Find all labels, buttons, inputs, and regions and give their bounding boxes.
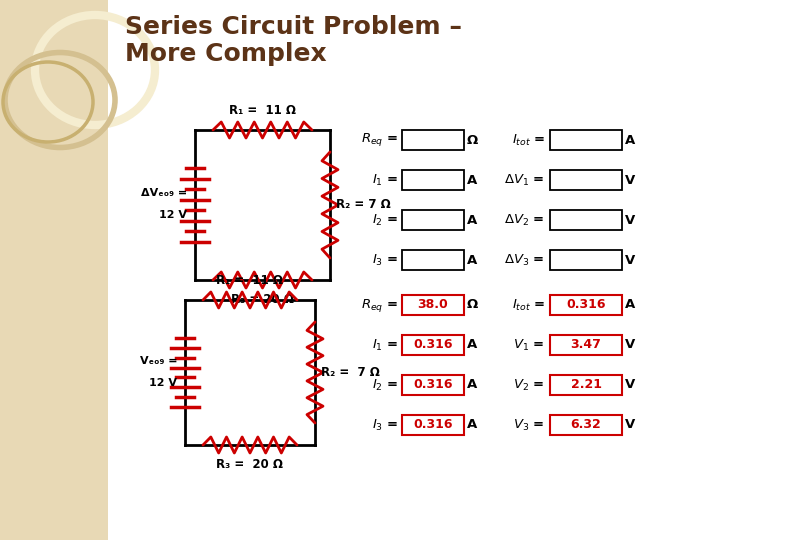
Text: 0.316: 0.316 [413,418,453,431]
Text: R₃ = 20 Ω: R₃ = 20 Ω [231,293,294,306]
Text: A: A [625,299,635,312]
Bar [402,170,464,190]
Text: 3.47: 3.47 [570,339,602,352]
Text: A: A [467,339,477,352]
Text: 0.316: 0.316 [413,379,453,392]
Text: 12 V: 12 V [159,210,187,220]
Bar [550,415,622,435]
Text: $I_1$ =: $I_1$ = [372,338,398,353]
Bar [550,250,622,270]
Text: $\Delta V_2$ =: $\Delta V_2$ = [505,212,545,227]
Bar [402,250,464,270]
Bar [550,210,622,230]
Text: $I_3$ =: $I_3$ = [372,252,398,267]
Text: Series Circuit Problem –: Series Circuit Problem – [125,15,462,39]
Bar [402,295,464,315]
Text: $I_2$ =: $I_2$ = [372,212,398,227]
Text: $\Delta V_3$ =: $\Delta V_3$ = [505,252,545,267]
Text: 0.316: 0.316 [413,339,453,352]
Text: $R_{eq}$ =: $R_{eq}$ = [360,296,398,314]
Text: R₁ =  11 Ω: R₁ = 11 Ω [229,104,296,117]
Text: Ω: Ω [467,299,478,312]
Text: $V_3$ =: $V_3$ = [514,417,545,433]
Bar [402,130,464,150]
Bar [402,210,464,230]
Text: 2.21: 2.21 [570,379,602,392]
Text: $R_{eq}$ =: $R_{eq}$ = [360,132,398,148]
Bar [550,335,622,355]
Text: V: V [625,253,635,267]
Text: $\Delta V_1$ =: $\Delta V_1$ = [505,172,545,187]
Text: V: V [625,339,635,352]
Text: ΔVₑₒ₉ =: ΔVₑₒ₉ = [141,188,187,198]
Text: R₃ =  20 Ω: R₃ = 20 Ω [216,458,284,471]
Text: A: A [467,213,477,226]
Bar [402,375,464,395]
Text: $I_1$ =: $I_1$ = [372,172,398,187]
Text: A: A [467,173,477,186]
Text: A: A [467,418,477,431]
Text: Ω: Ω [467,133,478,146]
Text: A: A [467,253,477,267]
Bar [550,170,622,190]
Text: $I_3$ =: $I_3$ = [372,417,398,433]
Text: $I_{tot}$ =: $I_{tot}$ = [512,298,545,313]
Bar [402,335,464,355]
Bar [402,415,464,435]
Text: 0.316: 0.316 [566,299,606,312]
Text: Vₑₒ₉ =: Vₑₒ₉ = [139,355,177,366]
Bar [550,375,622,395]
Text: $V_1$ =: $V_1$ = [514,338,545,353]
Text: V: V [625,173,635,186]
Text: V: V [625,418,635,431]
Text: A: A [467,379,477,392]
Text: R₂ = 7 Ω: R₂ = 7 Ω [336,199,390,212]
Text: R₁ =  11 Ω: R₁ = 11 Ω [216,274,284,287]
Bar [550,295,622,315]
Text: More Complex: More Complex [125,42,326,66]
Text: R₂ =  7 Ω: R₂ = 7 Ω [321,366,380,379]
Text: 12 V: 12 V [149,377,177,388]
Text: V: V [625,213,635,226]
Polygon shape [0,0,108,540]
Text: $I_{tot}$ =: $I_{tot}$ = [512,132,545,147]
Text: $I_2$ =: $I_2$ = [372,377,398,393]
Text: V: V [625,379,635,392]
Bar [550,130,622,150]
Text: 38.0: 38.0 [418,299,449,312]
Text: A: A [625,133,635,146]
Text: 6.32: 6.32 [570,418,601,431]
Text: $V_2$ =: $V_2$ = [514,377,545,393]
